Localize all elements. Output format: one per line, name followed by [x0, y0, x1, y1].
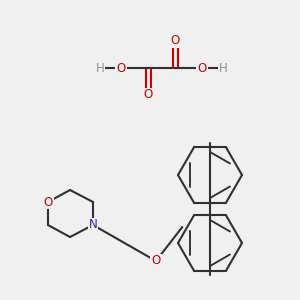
Text: O: O [44, 196, 52, 208]
Text: H: H [96, 61, 104, 74]
Text: H: H [219, 61, 227, 74]
Text: O: O [116, 61, 126, 74]
Text: O: O [152, 254, 160, 268]
Text: N: N [88, 218, 98, 232]
Text: O: O [197, 61, 207, 74]
Text: O: O [170, 34, 180, 47]
Text: O: O [143, 88, 153, 101]
